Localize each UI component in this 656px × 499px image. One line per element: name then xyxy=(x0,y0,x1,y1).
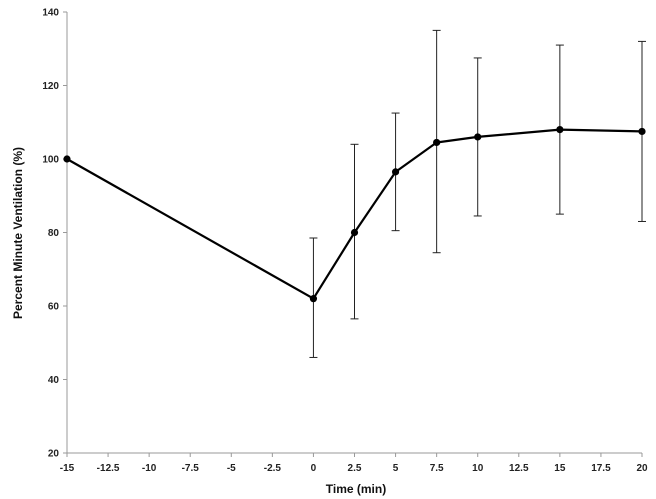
error-bars xyxy=(309,29,646,358)
x-tick-label: 0 xyxy=(311,463,317,474)
y-tick-label: 120 xyxy=(42,81,59,92)
data-point xyxy=(638,127,646,136)
x-tick-label: 12.5 xyxy=(509,463,529,474)
y-axis-ticks: 20 40 60 80 100 120 140 xyxy=(42,8,67,460)
data-point xyxy=(474,133,482,141)
x-tick-label: -5 xyxy=(227,463,236,474)
data-point xyxy=(309,295,318,303)
x-tick-label: 17.5 xyxy=(591,463,611,474)
x-axis-title: Time (min) xyxy=(326,482,386,496)
data-point xyxy=(350,228,359,237)
x-tick-label: 5 xyxy=(393,463,399,474)
data-point xyxy=(63,155,71,163)
x-tick-label: 7.5 xyxy=(430,463,444,474)
y-tick-label: 100 xyxy=(42,155,59,166)
x-tick-label: 15 xyxy=(554,463,566,474)
x-tick-label: -10 xyxy=(142,463,157,474)
x-tick-label: 2.5 xyxy=(348,463,362,474)
series-line xyxy=(66,128,643,300)
y-tick-label: 40 xyxy=(48,375,60,386)
data-point xyxy=(556,126,564,134)
x-tick-label: -7.5 xyxy=(182,463,200,474)
y-axis-title: Percent Minute Ventilation (%) xyxy=(11,147,25,319)
data-points xyxy=(63,126,646,303)
data-point xyxy=(391,168,400,176)
data-point xyxy=(433,138,441,147)
x-tick-label: -2.5 xyxy=(264,463,282,474)
y-tick-label: 140 xyxy=(42,8,59,19)
y-tick-label: 80 xyxy=(48,228,60,239)
y-tick-label: 60 xyxy=(48,302,60,313)
x-axis-ticks: -15 -12.5 -10 -7.5 -5 -2.5 0 2.5 5 7.5 10 12.5 15 17.… xyxy=(60,453,648,474)
series-lines xyxy=(66,128,643,300)
y-tick-label: 20 xyxy=(48,449,60,460)
x-tick-label: 20 xyxy=(636,463,648,474)
x-tick-label: -15 xyxy=(60,463,75,474)
x-tick-label: -12.5 xyxy=(97,463,120,474)
x-tick-label: 10 xyxy=(472,463,484,474)
